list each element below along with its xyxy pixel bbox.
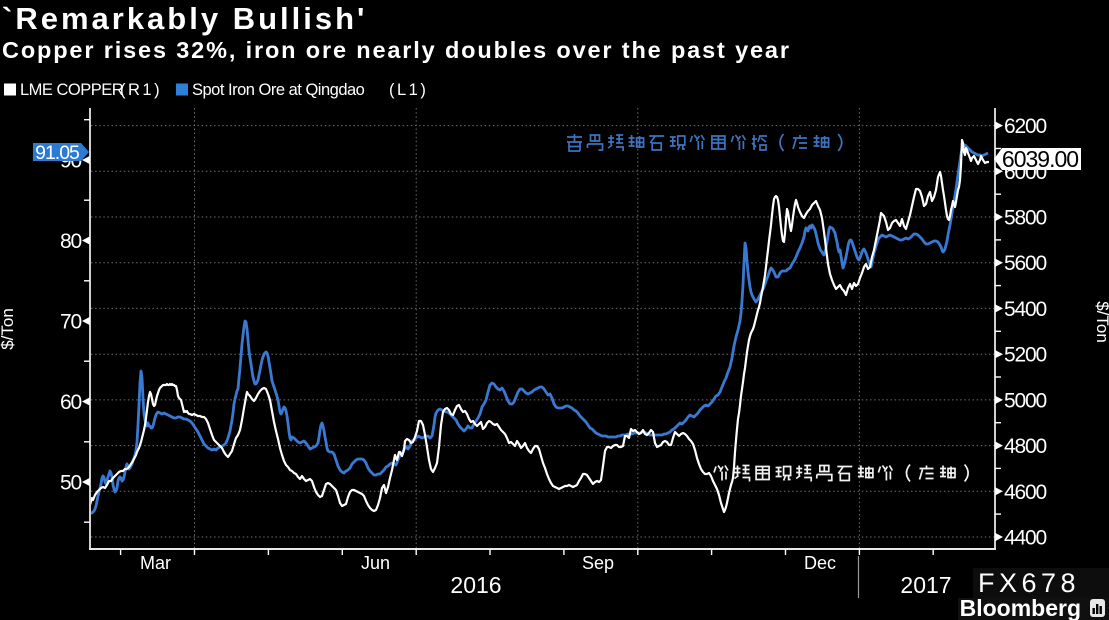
svg-text:4400: 4400 bbox=[1004, 527, 1046, 550]
svg-text:(L1): (L1) bbox=[389, 81, 428, 99]
svg-text:5600: 5600 bbox=[1004, 252, 1046, 275]
svg-text:5000: 5000 bbox=[1004, 389, 1046, 412]
svg-text:50: 50 bbox=[60, 472, 81, 495]
svg-text:$/Ton: $/Ton bbox=[0, 308, 17, 350]
svg-text:Dec: Dec bbox=[804, 553, 836, 573]
svg-text:6039.00: 6039.00 bbox=[1002, 146, 1078, 172]
svg-text:Spot Iron Ore at Qingdao: Spot Iron Ore at Qingdao bbox=[192, 81, 365, 99]
svg-text:Jun: Jun bbox=[361, 553, 390, 573]
svg-text:`Remarkably Bullish': `Remarkably Bullish' bbox=[2, 1, 367, 36]
svg-text:60: 60 bbox=[60, 391, 81, 414]
svg-text:5200: 5200 bbox=[1004, 344, 1046, 367]
svg-text:70: 70 bbox=[60, 311, 81, 334]
svg-text:80: 80 bbox=[60, 230, 81, 253]
svg-text:Sep: Sep bbox=[582, 553, 614, 573]
svg-text:91.05: 91.05 bbox=[35, 142, 80, 164]
svg-text:4800: 4800 bbox=[1004, 435, 1046, 458]
svg-text:(R1): (R1) bbox=[120, 81, 162, 99]
svg-text:4600: 4600 bbox=[1004, 481, 1046, 504]
svg-text:5400: 5400 bbox=[1004, 298, 1046, 321]
svg-text:$/Ton: $/Ton bbox=[1093, 301, 1109, 343]
svg-text:FX678: FX678 bbox=[978, 568, 1080, 598]
svg-text:LME COPPER: LME COPPER bbox=[20, 81, 124, 99]
svg-text:Copper rises 32%, iron ore nea: Copper rises 32%, iron ore nearly double… bbox=[2, 37, 791, 63]
svg-text:Bloomberg: Bloomberg bbox=[960, 595, 1081, 620]
svg-text:Mar: Mar bbox=[140, 553, 171, 573]
svg-text:2017: 2017 bbox=[900, 572, 951, 598]
svg-text:2016: 2016 bbox=[450, 572, 501, 598]
svg-text:6200: 6200 bbox=[1004, 115, 1046, 138]
svg-text:5800: 5800 bbox=[1004, 207, 1046, 230]
